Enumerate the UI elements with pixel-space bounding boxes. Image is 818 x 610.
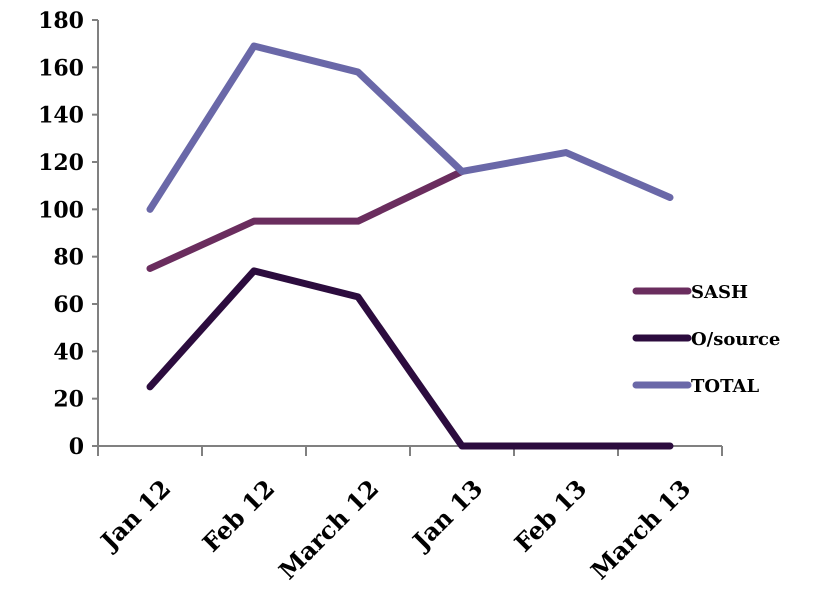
series-line-sash [146, 167, 466, 272]
y-tick-label: 160 [38, 55, 84, 81]
data-point [252, 44, 256, 49]
series-line-o-source [146, 267, 674, 450]
y-tick-label: 20 [53, 387, 84, 413]
data-point [252, 268, 256, 273]
x-tick-label: March 12 [273, 474, 384, 585]
y-tick-label: 40 [53, 339, 84, 365]
x-tick-label: Jan 12 [93, 474, 176, 557]
data-point [356, 219, 360, 224]
legend-label: O/source [691, 329, 780, 350]
data-point [252, 219, 256, 224]
data-point [460, 169, 464, 174]
y-tick-label: 180 [38, 8, 84, 34]
x-tick-label: Feb 12 [196, 474, 280, 558]
data-point [668, 195, 672, 200]
data-point [356, 294, 360, 299]
data-point [148, 266, 152, 271]
data-point [460, 444, 464, 448]
x-tick-label: Jan 13 [405, 474, 488, 557]
y-ticks: 0 20 40 60 80 100 120 140 160 180 [38, 8, 98, 460]
data-point [356, 70, 360, 75]
y-tick-label: 80 [53, 245, 84, 271]
axes [97, 20, 722, 447]
series-line-total [146, 42, 674, 213]
data-point [564, 444, 568, 448]
y-tick-label: 0 [69, 434, 84, 460]
x-tick-label: March 13 [585, 474, 696, 585]
x-tick-label: Feb 13 [508, 474, 592, 558]
legend-label: SASH [691, 282, 748, 303]
y-tick-label: 120 [38, 150, 84, 176]
y-tick-label: 60 [53, 292, 84, 318]
y-tick-label: 100 [38, 197, 84, 223]
data-point [668, 444, 672, 448]
legend-label: TOTAL [691, 376, 759, 397]
legend: SASH O/source TOTAL [632, 282, 780, 397]
data-point [564, 150, 568, 155]
series-lines [146, 42, 674, 450]
data-point [148, 384, 152, 389]
y-tick-label: 140 [38, 103, 84, 129]
data-point [148, 207, 152, 212]
